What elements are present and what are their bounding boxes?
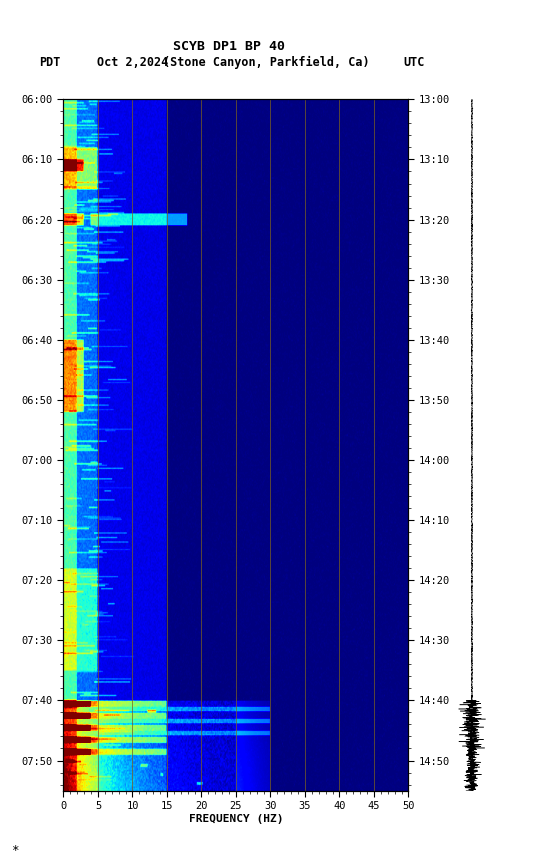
Text: UTC: UTC — [403, 55, 424, 68]
Text: (Stone Canyon, Parkfield, Ca): (Stone Canyon, Parkfield, Ca) — [163, 55, 369, 68]
Text: SCYB DP1 BP 40: SCYB DP1 BP 40 — [173, 40, 285, 53]
Text: *: * — [11, 843, 19, 856]
Text: Oct 2,2024: Oct 2,2024 — [97, 55, 168, 68]
X-axis label: FREQUENCY (HZ): FREQUENCY (HZ) — [189, 814, 283, 823]
Text: PDT: PDT — [39, 55, 60, 68]
